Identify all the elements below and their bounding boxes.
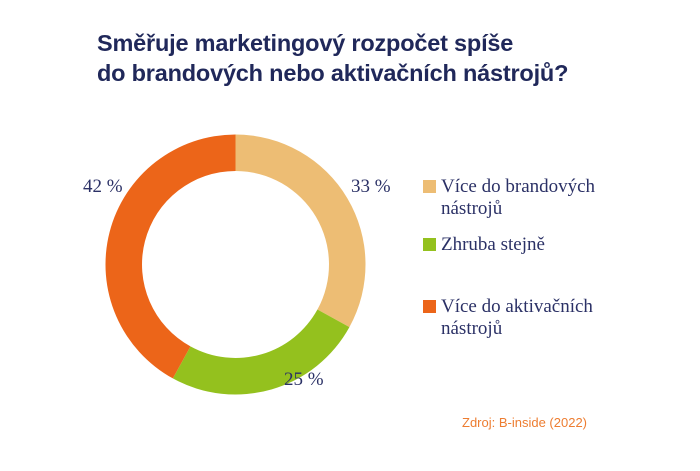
slice-value-label-brand: 33 % xyxy=(351,176,391,197)
legend-item-equal: Zhruba stejně xyxy=(423,234,613,256)
chart-title: Směřuje marketingový rozpočet spíše do b… xyxy=(97,28,568,88)
donut-slice xyxy=(105,134,236,379)
legend-swatch-equal-icon xyxy=(423,238,436,251)
legend-swatch-activation-icon xyxy=(423,300,436,313)
chart-title-line2: do brandových nebo aktivačních nástrojů? xyxy=(97,60,569,86)
legend-item-activation: Více do aktivačních nástrojů xyxy=(423,296,613,340)
chart-title-line1: Směřuje marketingový rozpočet spíše xyxy=(97,30,514,56)
slice-value-label-equal: 25 % xyxy=(284,369,324,390)
legend-label-equal: Zhruba stejně xyxy=(441,234,545,255)
legend-swatch-brand-icon xyxy=(423,180,436,193)
slice-value-label-activation: 42 % xyxy=(83,176,123,197)
donut-chart xyxy=(105,134,366,395)
legend-label-activation: Více do aktivačních nástrojů xyxy=(441,296,593,339)
legend-item-brand: Více do brandových nástrojů xyxy=(423,176,613,220)
donut-slice xyxy=(235,134,366,328)
donut-slice xyxy=(172,309,350,395)
source-note: Zdroj: B-inside (2022) xyxy=(462,415,587,430)
legend-label-brand: Více do brandových nástrojů xyxy=(441,176,596,219)
